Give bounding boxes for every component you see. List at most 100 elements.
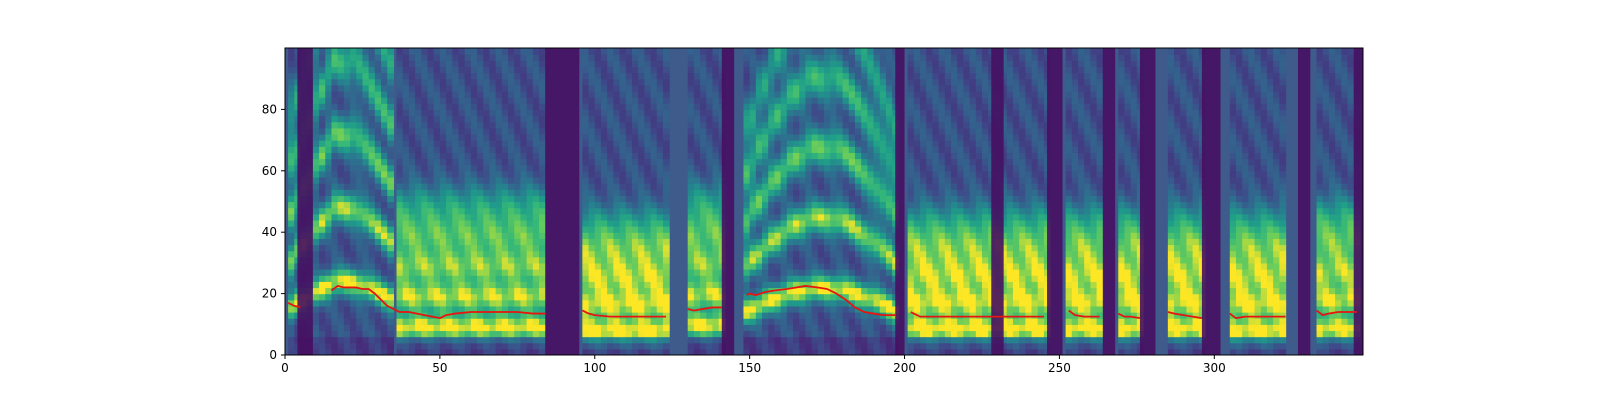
heatmap-cell	[907, 170, 915, 178]
heatmap-cell	[656, 127, 664, 135]
heatmap-cell	[805, 189, 813, 196]
heatmap-cell	[508, 115, 515, 123]
heatmap-cell	[749, 48, 757, 55]
heatmap-cell	[368, 250, 376, 258]
heatmap-cell	[920, 312, 927, 319]
heatmap-cell	[938, 299, 946, 307]
heatmap-cell	[619, 318, 627, 325]
heatmap-cell	[446, 287, 453, 295]
heatmap-cell	[768, 97, 776, 104]
heatmap-cell	[755, 305, 763, 313]
heatmap-cell	[288, 97, 295, 104]
heatmap-cell	[607, 207, 614, 215]
heatmap-cell	[464, 72, 472, 80]
heatmap-cell	[842, 54, 850, 61]
heatmap-cell	[920, 90, 927, 98]
heatmap-cell	[774, 78, 782, 86]
heatmap-cell	[331, 281, 339, 289]
heatmap-cell	[312, 140, 320, 147]
heatmap-cell	[402, 318, 410, 325]
heatmap-cell	[464, 299, 472, 307]
heatmap-cell	[489, 78, 497, 86]
heatmap-cell	[768, 140, 776, 147]
heatmap-cell	[913, 60, 921, 68]
heatmap-cell	[402, 121, 410, 129]
heatmap-cell	[594, 164, 602, 172]
heatmap-cell	[848, 324, 856, 332]
heatmap-cell	[951, 140, 958, 147]
heatmap-cell	[631, 342, 639, 350]
heatmap-cell	[458, 115, 466, 123]
heatmap-cell	[325, 60, 333, 68]
heatmap-cell	[848, 348, 856, 355]
heatmap-cell	[343, 176, 351, 184]
heatmap-cell	[312, 97, 320, 104]
heatmap-cell	[926, 115, 934, 123]
heatmap-cell	[288, 189, 295, 196]
heatmap-cell	[920, 244, 927, 252]
heatmap-cell	[913, 244, 921, 252]
heatmap-cell	[501, 127, 509, 135]
heatmap-cell	[811, 213, 819, 221]
heatmap-cell	[854, 183, 862, 190]
heatmap-cell	[638, 158, 645, 166]
heatmap-cell	[501, 164, 509, 172]
heatmap-cell	[325, 213, 333, 221]
heatmap-cell	[687, 60, 695, 68]
heatmap-cell	[762, 213, 769, 221]
heatmap-cell	[613, 299, 621, 307]
heatmap-cell	[687, 348, 695, 355]
heatmap-cell	[343, 348, 351, 355]
heatmap-cell	[913, 213, 921, 221]
heatmap-cell	[337, 176, 345, 184]
heatmap-cell	[817, 66, 825, 74]
heatmap-cell	[470, 207, 478, 215]
heatmap-cell	[396, 115, 404, 123]
heatmap-cell	[768, 250, 776, 258]
heatmap-cell	[331, 336, 339, 344]
heatmap-cell	[408, 324, 416, 332]
heatmap-cell	[687, 121, 695, 129]
heatmap-cell	[582, 189, 590, 196]
heatmap-cell	[387, 312, 395, 319]
heatmap-cell	[607, 312, 614, 319]
heatmap-cell	[483, 109, 491, 117]
heatmap-cell	[343, 66, 351, 74]
heatmap-cell	[539, 176, 546, 184]
heatmap-cell	[613, 121, 621, 129]
heatmap-cell	[337, 201, 345, 209]
heatmap-cell	[913, 324, 921, 332]
heatmap-cell	[520, 78, 528, 86]
heatmap-cell	[836, 183, 844, 190]
heatmap-cell	[319, 330, 326, 338]
heatmap-cell	[786, 336, 794, 344]
heatmap-cell	[755, 115, 763, 123]
heatmap-cell	[415, 324, 422, 332]
heatmap-cell	[885, 133, 893, 141]
heatmap-cell	[433, 140, 441, 147]
heatmap-cell	[662, 312, 670, 319]
heatmap-cell	[920, 140, 927, 147]
heatmap-cell	[913, 78, 921, 86]
heatmap-cell	[514, 189, 522, 196]
heatmap-cell	[439, 269, 447, 276]
heatmap-cell	[805, 146, 813, 153]
heatmap-cell	[495, 324, 503, 332]
heatmap-cell	[656, 66, 664, 74]
heatmap-cell	[464, 109, 472, 117]
heatmap-cell	[312, 330, 320, 338]
heatmap-cell	[387, 90, 395, 98]
heatmap-cell	[362, 318, 370, 325]
heatmap-cell	[824, 275, 831, 282]
heatmap-cell	[938, 287, 946, 295]
heatmap-cell	[408, 109, 416, 117]
heatmap-cell	[944, 262, 952, 270]
heatmap-cell	[415, 183, 422, 190]
heatmap-cell	[981, 152, 989, 160]
heatmap-cell	[693, 54, 701, 61]
heatmap-cell	[867, 54, 875, 61]
heatmap-cell	[799, 219, 807, 227]
heatmap-cell	[337, 54, 345, 61]
heatmap-cell	[433, 152, 441, 160]
heatmap-cell	[619, 226, 627, 233]
